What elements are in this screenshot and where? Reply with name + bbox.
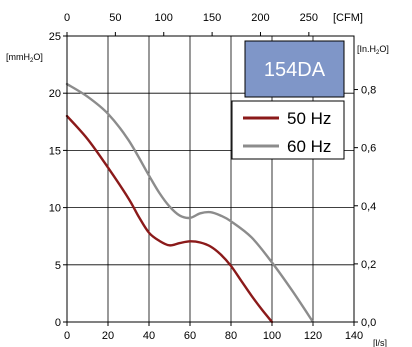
series-lines xyxy=(65,82,315,324)
bottom-axis-tick-label: 80 xyxy=(225,330,237,342)
series-line-60hz xyxy=(65,82,315,324)
top-axis-tick-label: 250 xyxy=(300,12,318,24)
bottom-axis-tick-label: 20 xyxy=(102,330,114,342)
bottom-axis-tick-label: 60 xyxy=(184,330,196,342)
right-axis-tick-label: 0,6 xyxy=(361,143,376,155)
top-axis-tick-label: 200 xyxy=(251,12,269,24)
bottom-axis-unit-label: [l/s] xyxy=(373,338,387,347)
left-axis-tick-label: 5 xyxy=(55,260,61,272)
left-axis-tick-label: 20 xyxy=(49,88,61,100)
bottom-axis-tick-label: 0 xyxy=(64,330,70,342)
bottom-axis-tick-label: 120 xyxy=(304,330,322,342)
top-axis-tick-label: 100 xyxy=(155,12,173,24)
bottom-axis-tick-label: 40 xyxy=(143,330,155,342)
right-axis-tick-label: 0,8 xyxy=(361,85,376,97)
bottom-axis-tick-label: 100 xyxy=(263,330,281,342)
model-label: 154DA xyxy=(264,59,326,81)
right-axis-tick-label: 0,2 xyxy=(361,259,376,271)
left-axis-tick-label: 15 xyxy=(49,145,61,157)
left-axis-tick-label: 0 xyxy=(55,317,61,329)
top-axis-unit-label: [CFM] xyxy=(333,12,363,24)
series-line-50hz xyxy=(65,114,274,324)
legend: 50 Hz 60 Hz xyxy=(231,100,345,160)
left-axis-tick-label: 25 xyxy=(49,31,61,43)
left-axis-tick-label: 10 xyxy=(49,203,61,215)
legend-label-50hz: 50 Hz xyxy=(287,109,331,128)
legend-label-60hz: 60 Hz xyxy=(287,137,331,156)
right-axis-unit-label: [In.H2O] xyxy=(357,44,389,56)
top-axis-tick-label: 0 xyxy=(64,12,70,24)
model-label-box: 154DA xyxy=(244,40,345,98)
top-axis-tick-label: 150 xyxy=(203,12,221,24)
plot-frame xyxy=(66,32,358,323)
bottom-axis-tick-label: 140 xyxy=(345,330,363,342)
plot-border xyxy=(66,35,355,323)
right-axis-tick-label: 0,0 xyxy=(361,317,376,329)
left-axis-unit-label: [mmH2O] xyxy=(6,52,43,64)
right-axis-tick-label: 0,4 xyxy=(361,201,376,213)
top-axis-tick-label: 50 xyxy=(109,12,121,24)
